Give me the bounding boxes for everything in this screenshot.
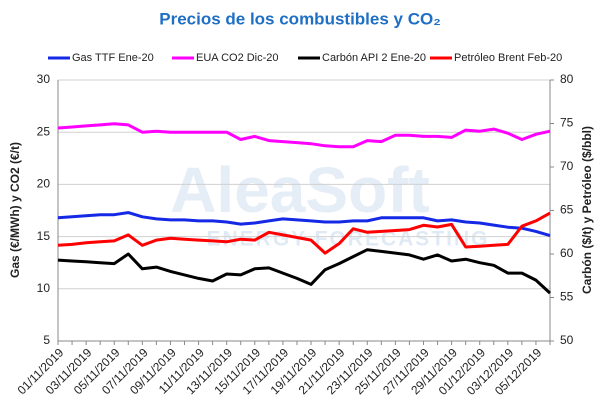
y-tick-label: 25 xyxy=(37,124,51,138)
y2-tick-label: 60 xyxy=(560,246,574,260)
y2-tick-label: 70 xyxy=(560,159,574,173)
legend-label: Carbón API 2 Ene-20 xyxy=(322,52,426,64)
y-tick-label: 20 xyxy=(37,177,51,191)
y-tick-label: 10 xyxy=(37,281,51,295)
y2-tick-label: 80 xyxy=(560,72,574,86)
y2-tick-label: 75 xyxy=(560,116,574,130)
y2-tick-label: 50 xyxy=(560,333,574,347)
y2-tick-label: 55 xyxy=(560,290,574,304)
y-tick-label: 5 xyxy=(43,333,50,347)
y-tick-label: 30 xyxy=(37,72,51,86)
watermark: AleaSoft xyxy=(170,154,430,226)
y2-tick-label: 65 xyxy=(560,203,574,217)
legend-label: Petróleo Brent Feb-20 xyxy=(454,52,562,64)
series-line xyxy=(57,211,551,238)
series-line xyxy=(57,248,552,295)
y-tick-label: 15 xyxy=(37,229,51,243)
legend-label: EUA CO2 Dic-20 xyxy=(196,52,279,64)
series-line xyxy=(57,122,551,149)
y-axis-label: Gas (€/MWh) y CO2 (€/t) xyxy=(8,142,22,278)
legend-label: Gas TTF Ene-20 xyxy=(72,52,154,64)
chart-title: Precios de los combustibles y CO₂ xyxy=(159,9,441,28)
y2-axis-label: Carbón ($/t) y Petróleo ($/bbl) xyxy=(580,126,594,294)
series-line xyxy=(57,211,551,255)
